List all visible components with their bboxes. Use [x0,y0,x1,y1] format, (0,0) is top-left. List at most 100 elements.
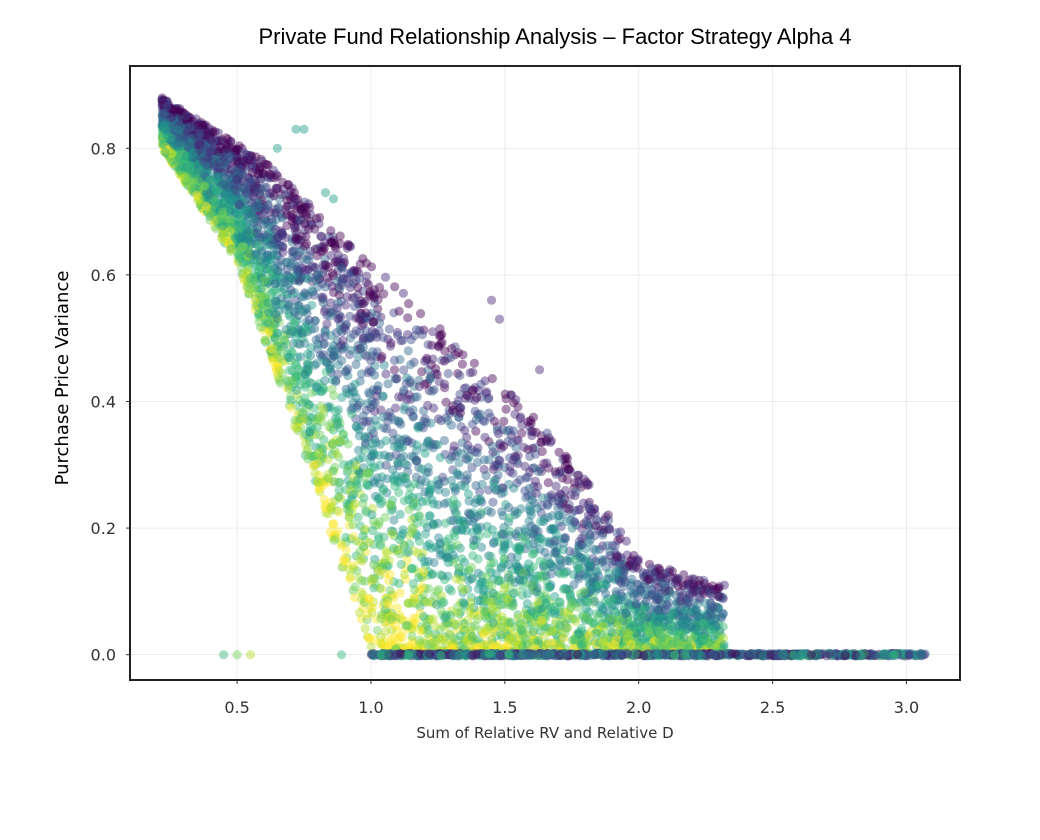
scatter-point [300,219,310,229]
scatter-point [255,284,266,294]
scatter-point [604,645,614,655]
scatter-point [367,509,377,520]
scatter-point [266,325,276,335]
scatter-point [204,192,214,202]
scatter-point [566,602,576,613]
scatter-point [408,492,418,502]
scatter-point [294,266,304,276]
scatter-point [261,290,271,300]
scatter-point [357,576,367,586]
scatter-point [371,289,381,300]
scatter-point [539,562,549,572]
scatter-point [702,641,713,652]
scatter-point [286,356,296,366]
scatter-point [198,181,208,191]
scatter-point [367,396,377,406]
scatter-point [466,574,476,584]
scatter-point [423,436,433,446]
scatter-point [518,575,528,585]
scatter-point [195,188,205,198]
scatter-point [631,628,641,638]
scatter-point [679,646,689,657]
scatter-point [215,157,225,167]
scatter-point [537,571,547,581]
scatter-point [245,220,255,230]
scatter-point [591,566,601,576]
scatter-point [446,606,456,616]
scatter-point [371,614,381,624]
scatter-point [591,545,601,555]
scatter-point [667,649,677,659]
scatter-point [488,618,498,628]
scatter-point [414,510,425,521]
scatter-point [450,554,460,564]
scatter-point [597,555,607,565]
scatter-point [408,523,418,534]
scatter-point [576,646,587,656]
scatter-point [181,136,191,146]
scatter-point [364,365,374,375]
scatter-point [334,290,344,300]
scatter-point [296,272,306,282]
scatter-point [431,636,441,646]
scatter-point [348,520,358,530]
scatter-point [401,563,411,574]
scatter-point [407,645,417,655]
scatter-point [555,645,566,656]
scatter-point [256,246,267,256]
scatter-point [463,615,473,625]
scatter-point [515,475,525,485]
scatter-point [218,156,228,166]
scatter-point [440,383,450,393]
scatter-point [533,597,543,607]
scatter-point [613,650,623,660]
scatter-point [429,385,439,395]
scatter-point [229,239,239,249]
scatter-point [516,412,526,422]
scatter-point [508,649,518,660]
scatter-point [283,271,293,281]
scatter-point [672,649,682,659]
scatter-point [306,216,316,227]
scatter-point [310,224,320,234]
scatter-point [489,478,499,488]
scatter-point [226,164,236,174]
scatter-point [200,161,210,171]
scatter-point [170,114,180,124]
scatter-point [342,467,352,477]
scatter-point [301,239,312,249]
scatter-point [340,341,350,351]
scatter-point [171,129,181,139]
scatter-point [208,127,218,137]
scatter-point [513,545,523,555]
scatter-point [165,140,175,150]
scatter-point [358,314,368,324]
scatter-point [533,537,543,547]
scatter-point [454,403,464,414]
scatter-point [349,265,359,276]
scatter-point [665,647,675,658]
scatter-point [227,183,237,193]
scatter-point [270,285,280,295]
scatter-point [640,649,650,660]
scatter-point [463,508,474,518]
scatter-point [158,139,168,149]
scatter-point [187,117,197,127]
scatter-point [329,391,339,401]
scatter-point [206,144,216,154]
scatter-point [685,575,695,585]
scatter-point [523,611,533,621]
scatter-point [375,583,385,594]
scatter-point [691,621,702,632]
scatter-point [456,403,466,413]
scatter-point [300,225,310,235]
scatter-point [609,593,619,603]
scatter-point [337,277,347,287]
scatter-point [239,245,249,255]
scatter-point [345,572,355,582]
scatter-point [158,140,168,150]
scatter-point [537,437,547,447]
scatter-point [318,385,329,395]
scatter-point [497,528,507,539]
scatter-point [337,274,348,284]
